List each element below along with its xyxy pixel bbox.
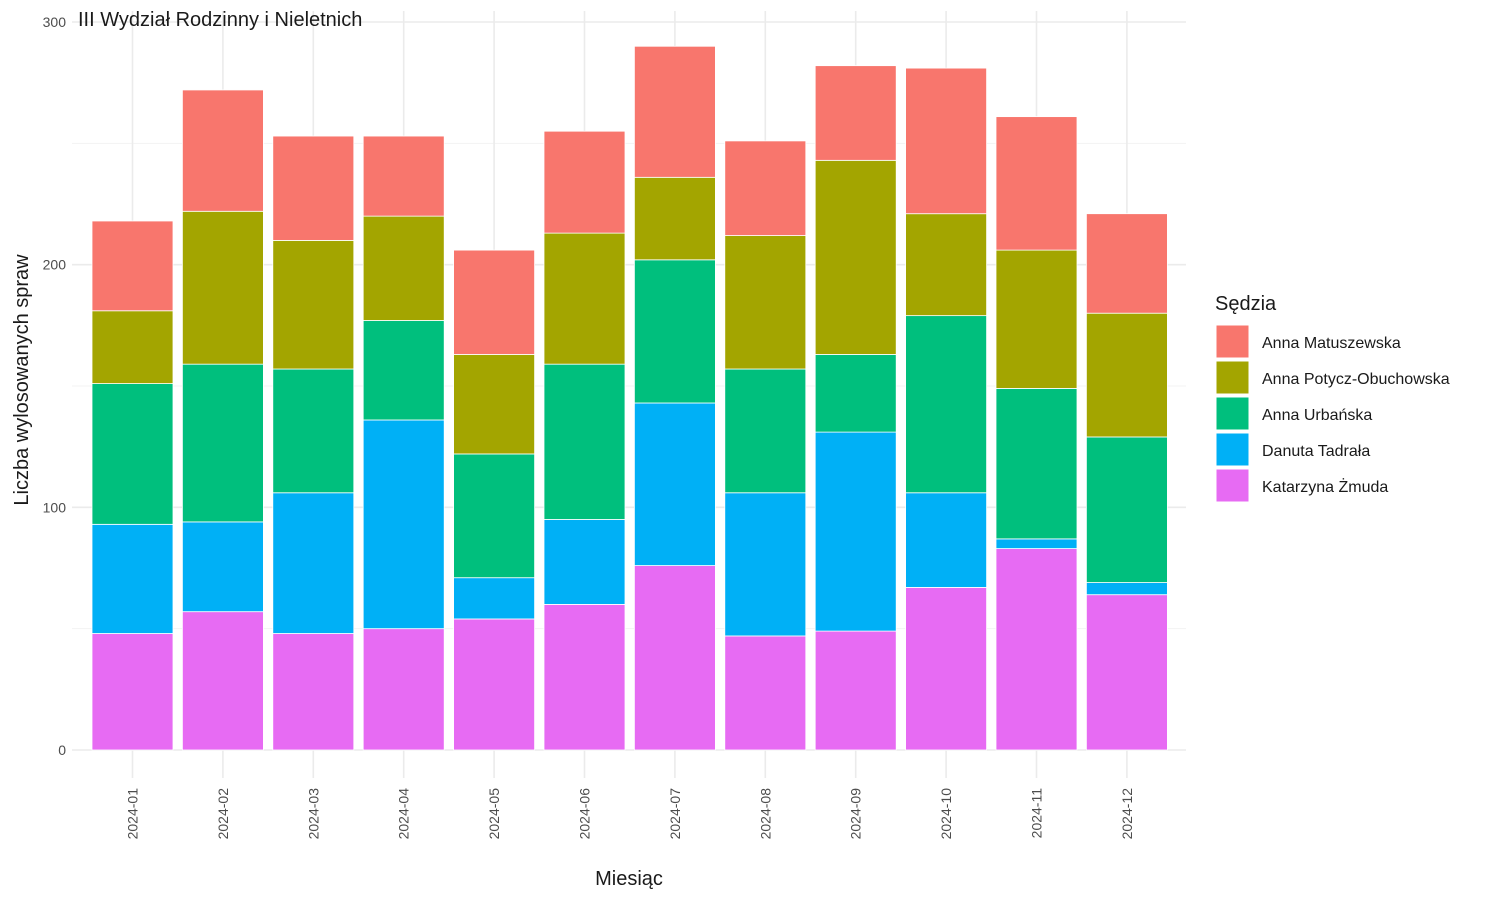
x-tick-label: 2024-05 [486, 788, 502, 840]
x-tick-label: 2024-11 [1029, 788, 1045, 839]
y-tick-label: 300 [43, 14, 67, 30]
bar-segment [453, 577, 536, 620]
bar-segment [1086, 436, 1168, 583]
bar-segment [634, 402, 716, 566]
bar-segment [181, 521, 264, 613]
bar-segment [1086, 582, 1168, 596]
bar-segment [181, 363, 264, 523]
bar-segment [91, 523, 174, 634]
bar-segment [91, 383, 174, 525]
legend-swatch [1215, 360, 1250, 395]
y-axis-title: Liczba wylosowanych spraw [11, 254, 33, 506]
bar-segment [905, 492, 987, 588]
bar-segment [1086, 213, 1168, 314]
bar-segment [724, 635, 807, 751]
y-tick-label: 0 [58, 742, 66, 758]
bar-segment [905, 213, 987, 317]
bar-segment [362, 419, 445, 630]
legend-swatch [1215, 468, 1250, 503]
bar-segment [724, 492, 807, 637]
bar-segment [1086, 312, 1168, 438]
legend-title: Sędzia [1215, 293, 1277, 315]
bar-segment [1086, 594, 1168, 751]
y-axis-ticks: 0 100 200 300 [43, 14, 67, 758]
bar-segment [995, 249, 1078, 389]
bar-segment [272, 368, 355, 494]
bar-segment [634, 45, 716, 178]
x-tick-label: 2024-01 [125, 788, 141, 840]
x-axis-title: Miesiąc [595, 868, 663, 890]
bar-segment [814, 159, 897, 355]
bar-segment [634, 176, 716, 261]
bar-segment [272, 239, 355, 370]
bar-segment [995, 548, 1078, 751]
y-tick-label: 100 [43, 499, 67, 515]
legend: Sędzia Anna Matuszewska Anna Potycz-Obuch… [1215, 293, 1450, 503]
bars [91, 45, 1168, 751]
legend-label: Katarzyna Żmuda [1262, 477, 1388, 496]
bar-segment [634, 259, 716, 404]
bar-segment [905, 587, 987, 751]
bar-segment [362, 135, 445, 217]
bar-segment [724, 235, 807, 370]
bar-segment [543, 604, 626, 751]
x-tick-label: 2024-10 [938, 788, 954, 840]
legend-label: Anna Urbańska [1262, 407, 1372, 424]
x-tick-label: 2024-08 [757, 788, 773, 840]
legend-label: Anna Matuszewska [1262, 335, 1401, 352]
chart-title: III Wydział Rodzinny i Nieletnich [78, 9, 362, 31]
bar-segment [91, 220, 174, 312]
x-tick-label: 2024-02 [215, 788, 231, 840]
bar-segment [272, 492, 355, 634]
y-tick-label: 200 [43, 257, 67, 273]
bar-segment [995, 538, 1078, 549]
bar-segment [362, 215, 445, 321]
bar-segment [453, 618, 536, 751]
bar-segment [543, 232, 626, 365]
bar-segment [91, 310, 174, 384]
bar-segment [272, 135, 355, 241]
bar-segment [272, 633, 355, 751]
x-tick-label: 2024-03 [305, 788, 321, 840]
bar-segment [634, 565, 716, 751]
legend-label: Danuta Tadrała [1262, 443, 1370, 460]
x-axis-ticks: 2024-01 2024-02 2024-03 2024-04 2024-05 2024-… [125, 788, 1135, 840]
bar-segment [543, 363, 626, 520]
legend-swatch [1215, 396, 1250, 431]
bar-segment [814, 354, 897, 433]
x-tick-label: 2024-06 [577, 788, 593, 840]
legend-swatch [1215, 324, 1250, 359]
legend-label: Anna Potycz-Obuchowska [1262, 371, 1450, 388]
x-tick-label: 2024-04 [396, 788, 412, 840]
bar-segment [453, 453, 536, 579]
x-tick-label: 2024-09 [848, 788, 864, 840]
bar-segment [905, 67, 987, 215]
bar-segment [814, 630, 897, 751]
bar-segment [362, 320, 445, 421]
bar-segment [181, 210, 264, 365]
x-tick-label: 2024-07 [667, 788, 683, 840]
bar-segment [543, 130, 626, 234]
bar-segment [543, 519, 626, 605]
bar-segment [453, 354, 536, 455]
bar-segment [814, 65, 897, 161]
bar-segment [181, 89, 264, 212]
bar-segment [995, 388, 1078, 540]
bar-segment [905, 315, 987, 494]
bar-segment [724, 140, 807, 236]
bar-segment [181, 611, 264, 751]
bar-segment [995, 116, 1078, 251]
bar-segment [91, 633, 174, 751]
legend-swatch [1215, 432, 1250, 467]
bar-segment [362, 628, 445, 751]
bar-segment [724, 368, 807, 494]
x-tick-label: 2024-12 [1119, 788, 1135, 840]
bar-segment [814, 431, 897, 632]
bar-segment [453, 249, 536, 355]
